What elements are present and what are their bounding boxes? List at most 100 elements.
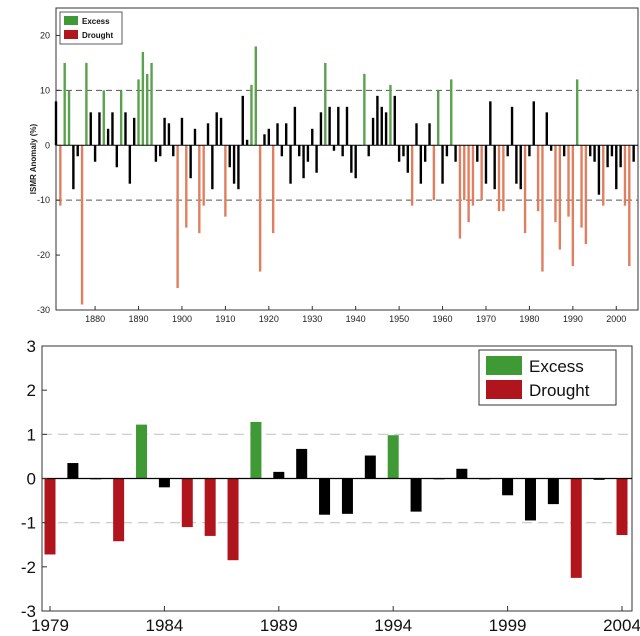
bottom-legend: Excess Drought	[478, 349, 617, 406]
top-bar	[354, 145, 357, 179]
bottom-bar	[547, 478, 559, 505]
bottom-chart: 3 2 1 0 -1 -2 -3 1979 1984 1989 1994 1999 2004 Exce…	[21, 337, 640, 635]
bottom-y-tick-label: 2	[27, 381, 36, 400]
top-bar	[63, 62, 66, 146]
top-x-tick-label: 1980	[519, 314, 539, 324]
top-bar	[454, 145, 457, 162]
top-legend-excess-swatch	[64, 16, 78, 25]
top-bars	[54, 46, 635, 305]
top-bar	[545, 112, 548, 146]
top-bar	[176, 145, 179, 289]
top-bar	[124, 112, 127, 146]
top-bar	[54, 101, 58, 146]
top-bar	[345, 106, 349, 146]
bottom-y-tick-label: 3	[27, 337, 36, 356]
top-bar	[515, 145, 518, 184]
bottom-x-ticks: 1979 1984 1989 1994 1999 2004	[31, 606, 640, 635]
top-bar	[111, 112, 114, 146]
top-bar	[232, 145, 236, 184]
top-bar	[250, 84, 253, 146]
top-bar	[245, 139, 249, 146]
top-bar	[146, 73, 149, 146]
bottom-bar	[158, 478, 170, 488]
top-bar	[276, 123, 279, 146]
top-bar	[575, 79, 579, 146]
top-bar	[332, 145, 336, 151]
top-bar	[528, 145, 531, 157]
bottom-legend-drought-label: Drought	[529, 381, 590, 400]
top-bar	[115, 145, 119, 168]
top-bar	[450, 79, 453, 146]
bottom-x-tick-label: 2004	[603, 616, 640, 635]
top-bar	[402, 145, 405, 157]
top-legend-excess-label: Excess	[82, 17, 110, 26]
top-y-tick-label: -10	[37, 195, 50, 205]
top-bar	[428, 123, 431, 146]
bottom-bar	[204, 478, 216, 536]
top-bar	[406, 145, 410, 173]
top-x-tick-label: 1890	[129, 314, 149, 324]
top-bar	[506, 145, 509, 157]
top-bar	[267, 128, 271, 146]
top-bar	[85, 62, 88, 146]
top-bar	[215, 112, 218, 146]
bottom-x-tick-label: 1989	[260, 616, 298, 635]
top-bar	[619, 145, 622, 168]
top-bar	[549, 145, 553, 151]
top-y-axis-label: ISMR Anomaly (%)	[29, 123, 38, 194]
top-bar	[567, 145, 570, 217]
top-bar	[324, 62, 327, 146]
bottom-y-tick-label: 0	[27, 470, 36, 489]
top-plot-frame	[55, 7, 639, 311]
top-bar	[72, 145, 75, 190]
top-bar	[293, 106, 297, 146]
top-bar	[132, 117, 136, 146]
top-bar	[389, 84, 392, 146]
top-bar	[263, 134, 266, 146]
top-bar	[106, 128, 110, 146]
bottom-bar	[273, 471, 285, 479]
top-y-ticks: 20 10 0 -10 -20 -30	[37, 30, 60, 315]
top-bar	[589, 145, 592, 157]
top-bar	[298, 145, 301, 157]
top-x-tick-label: 1970	[476, 314, 496, 324]
top-y-tick-label: 10	[40, 85, 50, 95]
top-x-tick-label: 1900	[172, 314, 192, 324]
top-bar	[371, 117, 375, 146]
top-bar	[93, 145, 97, 162]
top-bar	[458, 145, 462, 239]
top-bar	[241, 95, 244, 146]
top-bar	[289, 145, 292, 184]
top-bar	[632, 145, 635, 162]
bottom-legend-drought-swatch	[486, 380, 522, 399]
top-bar	[211, 145, 214, 190]
top-x-tick-label: 1940	[346, 314, 366, 324]
top-bar	[445, 145, 449, 157]
top-bar	[237, 145, 240, 190]
top-y-tick-label: 20	[40, 30, 50, 40]
top-y-tick-label: 0	[45, 140, 50, 150]
bottom-bars	[44, 421, 628, 578]
top-bar	[119, 90, 123, 146]
top-bar	[562, 145, 566, 157]
top-bar	[284, 123, 288, 146]
bottom-y-tick-label: 1	[27, 425, 36, 444]
top-bar	[623, 145, 627, 206]
top-bar	[202, 145, 205, 206]
bottom-y-tick-label: -1	[21, 514, 36, 533]
top-bar	[141, 51, 145, 146]
top-bar	[415, 123, 418, 146]
top-bar	[172, 145, 175, 157]
top-bar	[502, 145, 505, 212]
bottom-x-tick-label: 1979	[31, 616, 69, 635]
top-reference-lines	[56, 89, 638, 201]
top-bar	[463, 145, 466, 201]
top-bar	[76, 145, 79, 157]
top-bar	[593, 145, 596, 162]
top-x-tick-label: 1920	[259, 314, 279, 324]
top-x-tick-label: 1950	[389, 314, 409, 324]
top-bar	[519, 145, 522, 190]
top-bar	[163, 117, 166, 146]
top-bar	[476, 145, 479, 162]
top-bar	[497, 145, 501, 212]
